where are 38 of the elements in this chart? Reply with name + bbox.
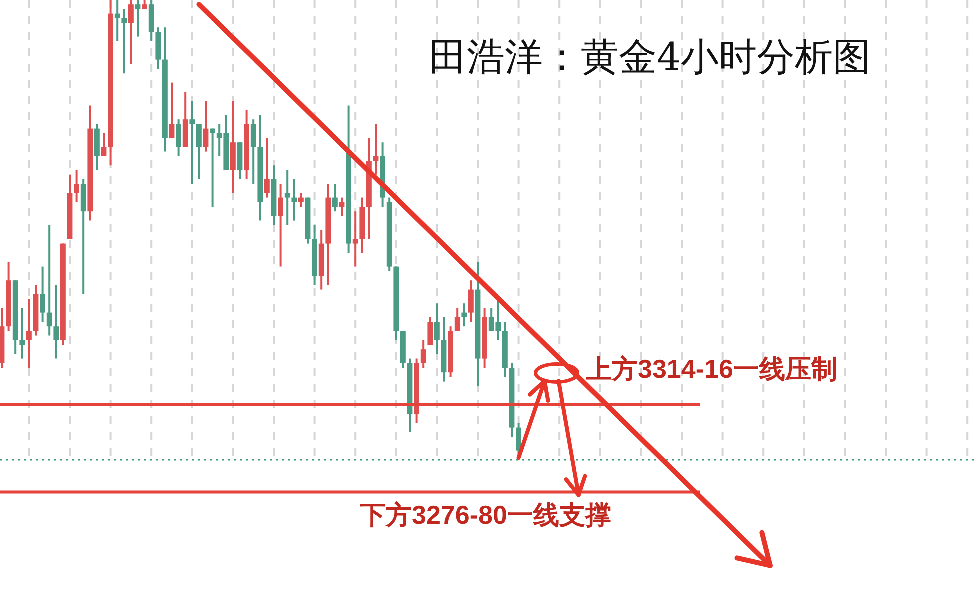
candlestick: [26, 298, 32, 369]
annotation: 上方3314-16一线压制: [586, 354, 838, 384]
candlestick: [101, 132, 107, 158]
candlestick: [54, 284, 60, 360]
candlestick: [210, 128, 216, 208]
candlestick: [352, 210, 358, 268]
annotation: 下方3276-80一线支撑: [360, 500, 612, 530]
candlestick: [169, 82, 175, 139]
candlestick: [468, 280, 474, 323]
candlestick: [454, 307, 460, 332]
candlestick: [339, 196, 345, 218]
candlestick: [74, 169, 80, 204]
candlestick: [462, 302, 468, 328]
candlestick: [196, 123, 202, 180]
candlestick: [278, 183, 284, 268]
title: 田浩洋：黄金4小时分析图: [428, 35, 872, 79]
candlestick: [284, 169, 290, 226]
candlestick: [428, 316, 434, 346]
candlestick: [135, 0, 141, 38]
candlestick: [264, 137, 270, 199]
candlestick: [332, 183, 338, 213]
candlestick: [250, 118, 256, 185]
candlestick: [216, 123, 222, 158]
candlestick: [40, 266, 46, 323]
candlestick: [298, 192, 304, 208]
candlestick: [203, 100, 209, 153]
candlestick: [20, 307, 26, 360]
candlestick: [292, 178, 298, 222]
candlestick: [373, 123, 379, 176]
candlestick: [122, 8, 128, 75]
candlestick: [488, 307, 494, 332]
candlestick: [434, 302, 440, 356]
candlestick: [114, 0, 120, 42]
candlestick: [176, 118, 182, 158]
candlestick: [190, 100, 196, 185]
candlestick: [420, 339, 426, 369]
candlestick: [46, 224, 52, 337]
candlestick: [128, 0, 134, 66]
